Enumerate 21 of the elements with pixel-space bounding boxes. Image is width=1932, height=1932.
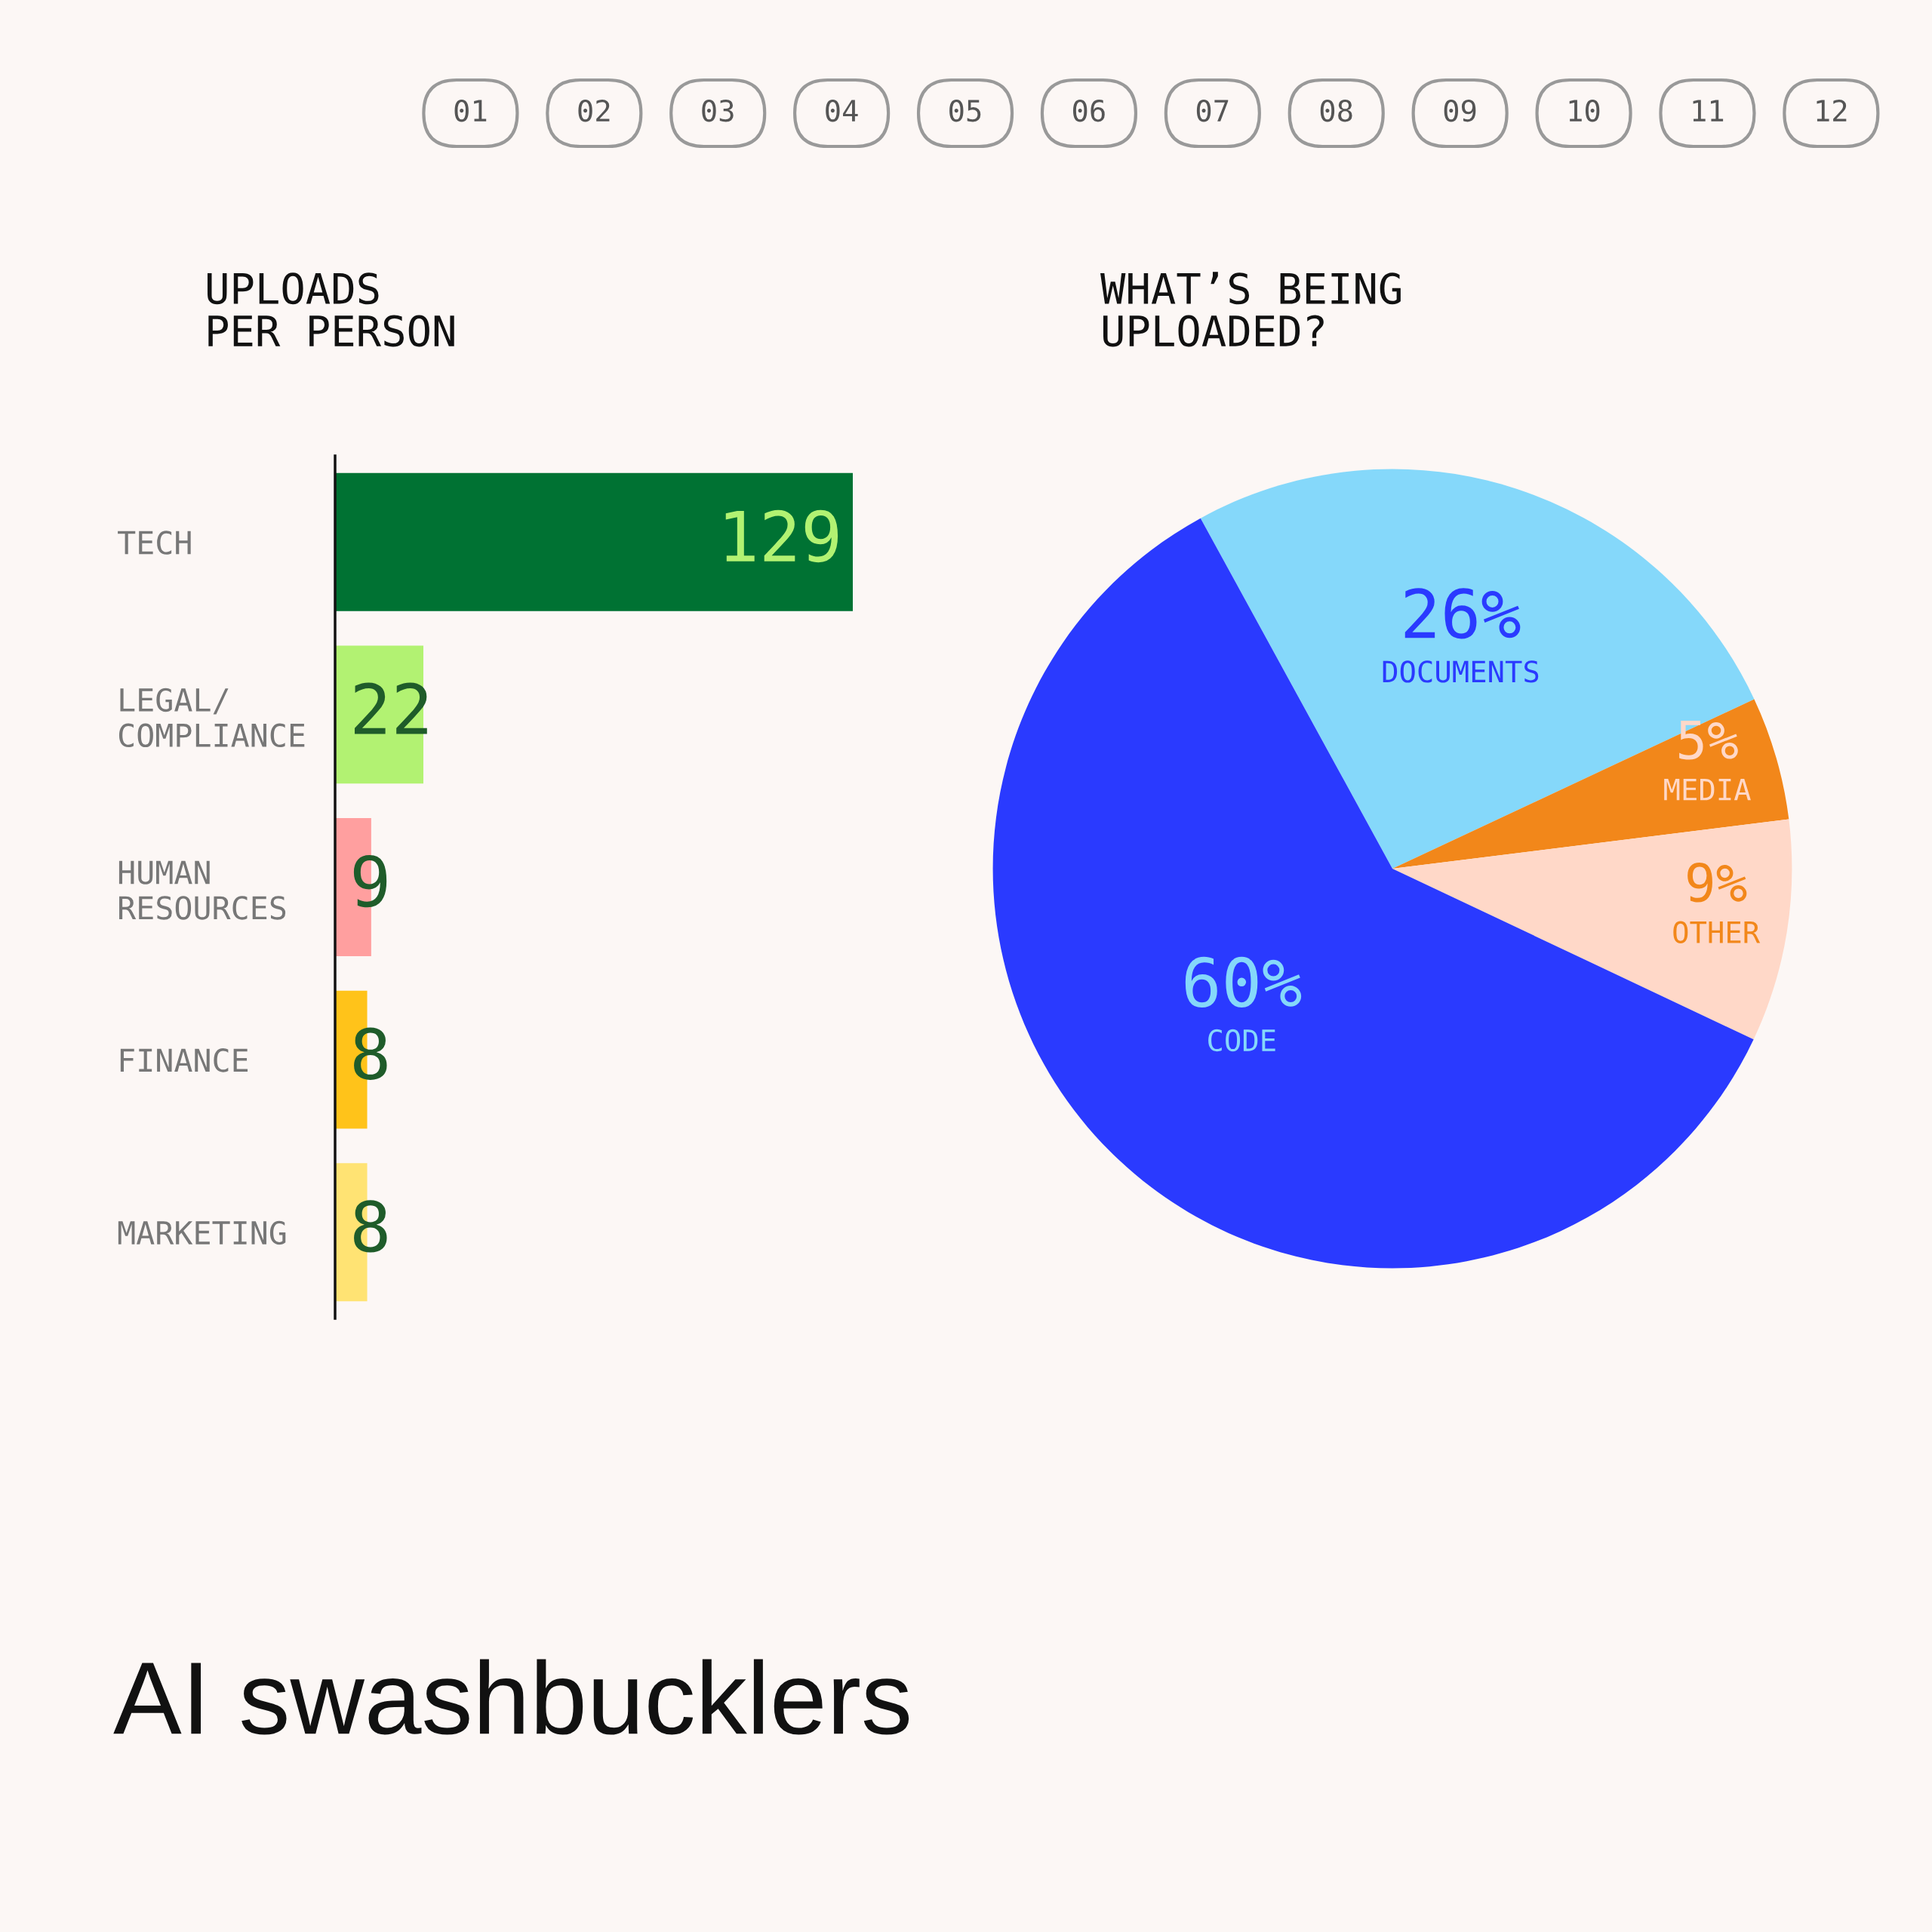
data-label: 129 (725, 509, 838, 563)
slice-label: CODE (1208, 1029, 1275, 1052)
y-tick-label: MARKETING (118, 1220, 286, 1245)
text: 01 02 03 04 05 06 07 08 09 10 11 12 (454, 99, 1847, 122)
data-label: 26% (1404, 588, 1521, 639)
chart-title: UPLOADS PER PERSON (207, 272, 454, 347)
chart-title: WHAT’S BEING UPLOADED? (1100, 272, 1401, 347)
y-tick-label: FINANCE (120, 1048, 248, 1072)
y-tick-label: TECH (118, 531, 191, 555)
slice-label: DOCUMENTS (1383, 660, 1539, 683)
bar (335, 472, 853, 611)
slice-label: MEDIA (1664, 779, 1751, 801)
data-label: 9% (1687, 863, 1747, 903)
data-label: 9 (353, 855, 387, 908)
text: AI swashbucklers (113, 1659, 909, 1735)
slice-label: OTHER (1673, 921, 1761, 943)
y-tick-label: LEGAL/ COMPLIANCE (118, 688, 305, 748)
y-tick-label: HUMAN RESOURCES (118, 860, 286, 920)
data-label: 5% (1679, 720, 1738, 760)
pie-slice (1392, 819, 1792, 1040)
data-label: 60% (1185, 956, 1302, 1008)
